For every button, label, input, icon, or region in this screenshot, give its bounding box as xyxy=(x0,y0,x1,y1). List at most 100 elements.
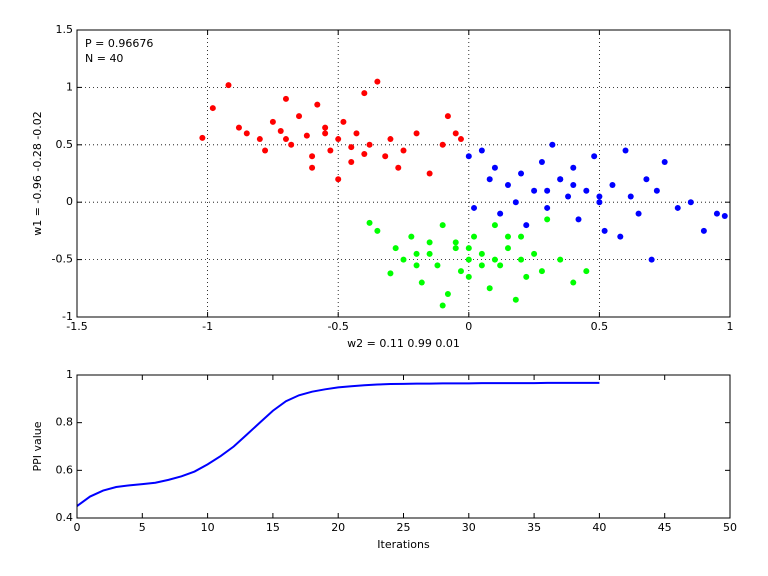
point xyxy=(374,227,381,234)
point xyxy=(518,170,525,177)
point xyxy=(353,130,360,137)
point xyxy=(512,199,519,206)
point xyxy=(426,250,433,257)
x-tick-label: 15 xyxy=(266,521,280,534)
point xyxy=(413,262,420,269)
point xyxy=(661,159,668,166)
point xyxy=(413,250,420,257)
point xyxy=(617,233,624,240)
y-tick-label: 0.6 xyxy=(56,463,74,476)
point xyxy=(721,212,728,219)
y-axis-label: PPI value xyxy=(31,421,44,471)
x-tick-label: 20 xyxy=(331,521,345,534)
point xyxy=(282,136,289,143)
point xyxy=(557,176,564,183)
point xyxy=(544,204,551,211)
point xyxy=(504,233,511,240)
point xyxy=(335,136,342,143)
x-tick-label: 30 xyxy=(462,521,476,534)
point xyxy=(322,130,329,137)
plot-area xyxy=(77,30,730,317)
point xyxy=(486,285,493,292)
point xyxy=(444,291,451,298)
point xyxy=(288,141,295,148)
x-tick-label: 0.5 xyxy=(591,320,609,333)
point xyxy=(538,159,545,166)
point xyxy=(256,136,263,143)
point xyxy=(348,159,355,166)
point xyxy=(335,176,342,183)
point xyxy=(439,222,446,229)
y-tick-label: -1 xyxy=(62,310,73,323)
point xyxy=(309,164,316,171)
point xyxy=(570,181,577,188)
point xyxy=(277,128,284,135)
point xyxy=(199,134,206,141)
axes: -1.5 -1 -0.5 0 0.5 1-1-0.500.511.5P = 0.96676… xyxy=(31,23,734,350)
point xyxy=(531,187,538,194)
point xyxy=(400,256,407,263)
point xyxy=(674,204,681,211)
point xyxy=(452,239,459,246)
point xyxy=(609,181,616,188)
point xyxy=(687,199,694,206)
point xyxy=(700,227,707,234)
x-tick-label: 5 xyxy=(139,521,146,534)
y-tick-label: 0.4 xyxy=(56,511,74,524)
point xyxy=(296,113,303,120)
point xyxy=(549,141,556,148)
x-tick-label: 10 xyxy=(201,521,215,534)
y-tick-label: -0.5 xyxy=(52,253,73,266)
point xyxy=(444,113,451,120)
y-tick-label: 0.5 xyxy=(56,138,74,151)
point xyxy=(374,78,381,85)
point xyxy=(457,268,464,275)
point xyxy=(648,256,655,263)
x-tick-label: 0 xyxy=(74,521,81,534)
point xyxy=(512,296,519,303)
point xyxy=(465,256,472,263)
point xyxy=(413,130,420,137)
point xyxy=(504,181,511,188)
point xyxy=(635,210,642,217)
x-tick-label: 35 xyxy=(527,521,541,534)
x-tick-label: 50 xyxy=(723,521,737,534)
x-axis-label: w2 = 0.11 0.99 0.01 xyxy=(347,337,460,350)
point xyxy=(225,82,232,89)
point xyxy=(327,147,334,154)
point xyxy=(544,216,551,223)
point xyxy=(504,245,511,252)
point xyxy=(395,164,402,171)
point xyxy=(486,176,493,183)
point xyxy=(465,153,472,160)
x-tick-label: 1 xyxy=(727,320,734,333)
point xyxy=(382,153,389,160)
point xyxy=(235,124,242,131)
point xyxy=(523,222,530,229)
point xyxy=(601,227,608,234)
point xyxy=(565,193,572,200)
point xyxy=(713,210,720,217)
point xyxy=(439,141,446,148)
point xyxy=(361,90,368,97)
point xyxy=(426,170,433,177)
axes-box xyxy=(76,29,731,318)
point xyxy=(348,144,355,151)
x-tick-label: -1.5 xyxy=(66,320,87,333)
point xyxy=(400,147,407,154)
point xyxy=(478,250,485,257)
x-tick-label: -1 xyxy=(202,320,213,333)
point xyxy=(392,245,399,252)
plot-area xyxy=(77,375,730,518)
point xyxy=(209,105,216,112)
annotation: N = 40 xyxy=(85,52,123,65)
y-tick-label: 0.8 xyxy=(56,416,74,429)
point xyxy=(491,164,498,171)
point xyxy=(366,219,373,226)
y-tick-label: 1 xyxy=(66,368,73,381)
y-axis-label: w1 = -0.96 -0.28 -0.02 xyxy=(31,111,44,236)
point xyxy=(627,193,634,200)
point xyxy=(622,147,629,154)
point xyxy=(643,176,650,183)
point xyxy=(596,193,603,200)
